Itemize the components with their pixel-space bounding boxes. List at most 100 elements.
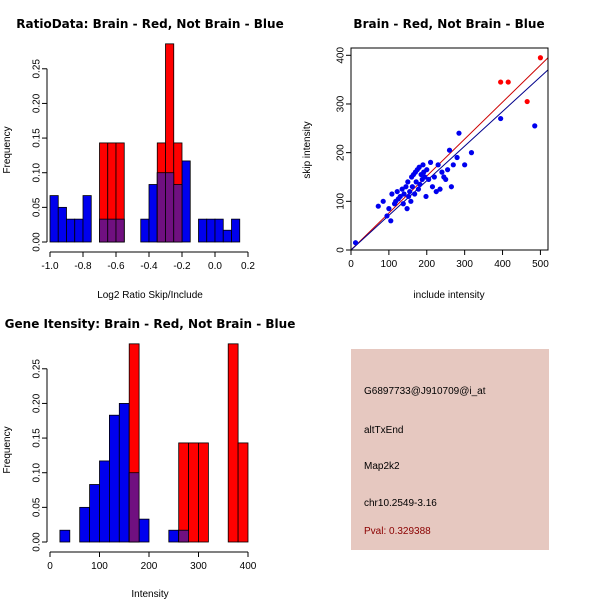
x-tick-label: 400 — [240, 561, 257, 572]
point-not-brain — [462, 162, 468, 168]
point-not-brain — [448, 184, 454, 190]
y-tick-label: 0.05 — [32, 497, 43, 517]
ratio-histogram-ylabel: Frequency — [2, 126, 13, 173]
bar-brain — [188, 442, 199, 543]
location: chr10.2549-3.16 — [364, 498, 437, 509]
bar-brain — [178, 442, 189, 543]
point-not-brain — [389, 191, 395, 197]
point-not-brain — [403, 184, 409, 190]
bar-not-brain — [57, 206, 67, 243]
y-tick-label: 0.20 — [32, 93, 43, 113]
x-tick-label: 100 — [381, 259, 398, 270]
x-tick-label: 300 — [190, 561, 207, 572]
point-not-brain — [456, 130, 462, 136]
bar-overlap — [99, 218, 109, 243]
point-not-brain — [399, 186, 405, 192]
x-tick-label: -0.8 — [74, 261, 92, 272]
y-tick-label: 0.10 — [32, 463, 43, 483]
fit-line-not-brain — [350, 69, 549, 251]
ratio-histogram: RatioData: Brain - Red, Not Brain - Blue… — [2, 17, 284, 301]
bar-not-brain — [66, 218, 76, 243]
x-tick-label: 0 — [47, 561, 53, 572]
point-not-brain — [397, 193, 403, 200]
point-not-brain — [412, 191, 418, 197]
gene-histogram-ylabel: Frequency — [2, 426, 13, 473]
point-not-brain — [401, 191, 407, 197]
bar-overlap — [128, 472, 140, 543]
point-not-brain — [407, 188, 413, 195]
point-not-brain — [446, 147, 453, 153]
bar-not-brain — [74, 218, 84, 243]
x-tick-label: 200 — [141, 561, 158, 572]
fit-line-brain — [350, 57, 549, 251]
point-not-brain — [416, 164, 422, 170]
bar-not-brain — [99, 460, 110, 543]
point-not-brain — [433, 188, 439, 195]
gene-intensity-histogram: Gene Itensity: Brain - Red, Not Brain - … — [2, 317, 295, 600]
point-not-brain — [427, 159, 434, 165]
y-tick-label: 400 — [336, 47, 347, 64]
y-tick-label: 300 — [336, 95, 347, 112]
point-not-brain — [417, 181, 423, 187]
point-not-brain — [439, 169, 445, 175]
bar-not-brain — [118, 403, 130, 543]
y-tick-label: 0 — [336, 247, 347, 253]
point-not-brain — [532, 123, 538, 129]
point-not-brain — [468, 150, 475, 156]
x-tick-label: 200 — [418, 259, 435, 270]
y-tick-label: 0.15 — [32, 428, 43, 448]
point-not-brain — [400, 201, 406, 207]
point-not-brain — [352, 240, 359, 246]
x-tick-label: 300 — [456, 259, 473, 270]
bar-overlap — [156, 172, 166, 243]
bar-overlap — [165, 172, 175, 243]
pval: Pval: 0.329388 — [364, 526, 431, 537]
bar-not-brain — [181, 160, 191, 243]
bar-overlap — [173, 184, 183, 243]
y-tick-label: 0.00 — [32, 532, 43, 552]
point-not-brain — [435, 162, 441, 168]
point-not-brain — [420, 162, 426, 168]
bar-not-brain — [49, 195, 59, 243]
point-not-brain — [437, 186, 443, 192]
bar-brain — [227, 343, 239, 543]
y-tick-label: 200 — [336, 144, 347, 161]
gene-histogram-title: Gene Itensity: Brain - Red, Not Brain - … — [5, 317, 296, 331]
bar-not-brain — [82, 195, 92, 243]
point-not-brain — [454, 154, 460, 161]
scatter-title: Brain - Red, Not Brain - Blue — [353, 17, 544, 31]
point-not-brain — [380, 198, 386, 204]
y-tick-label: 0.05 — [32, 197, 43, 217]
y-tick-label: 0.15 — [32, 128, 43, 148]
point-not-brain — [394, 188, 400, 195]
point-not-brain — [443, 176, 449, 183]
point-not-brain — [422, 174, 428, 180]
point-not-brain — [408, 198, 414, 204]
point-not-brain — [375, 203, 381, 209]
bar-not-brain — [231, 218, 241, 243]
bar-not-brain — [198, 218, 208, 243]
bar-not-brain — [138, 518, 150, 543]
bar-not-brain — [59, 529, 71, 543]
bar-not-brain — [148, 184, 158, 243]
bar-not-brain — [206, 218, 216, 243]
point-not-brain — [405, 179, 411, 185]
bar-not-brain — [222, 229, 232, 243]
point-not-brain — [423, 193, 429, 200]
point-not-brain — [431, 174, 437, 180]
info-panel: G6897733@J910709@i_at altTxEnd Map2k2 ch… — [351, 349, 549, 550]
bar-not-brain — [79, 506, 90, 543]
bar-not-brain — [109, 414, 120, 543]
x-tick-label: -1.0 — [41, 261, 59, 272]
intensity-scatter: Brain - Red, Not Brain - Blue include in… — [302, 17, 549, 301]
point-not-brain — [445, 167, 451, 173]
x-tick-label: 0.0 — [208, 261, 222, 272]
point-not-brain — [404, 206, 410, 212]
x-tick-label: 400 — [494, 259, 511, 270]
x-tick-label: -0.4 — [140, 261, 158, 272]
point-not-brain — [424, 167, 430, 173]
point-not-brain — [405, 193, 412, 200]
point-brain — [524, 98, 530, 105]
point-not-brain — [450, 162, 456, 168]
